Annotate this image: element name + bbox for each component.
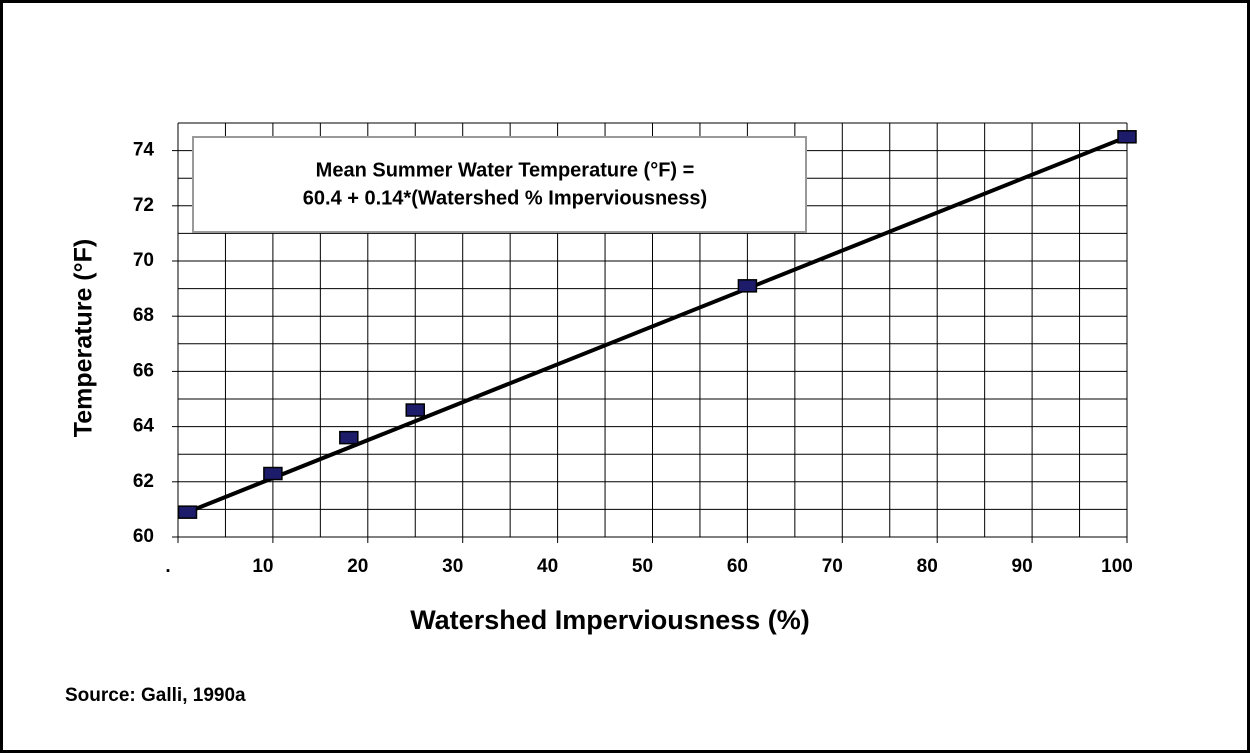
x-tick-label: 100 [1101, 556, 1133, 577]
point [339, 430, 359, 445]
y-tick-label: 60 [133, 526, 154, 547]
x-tick-label: 50 [632, 556, 653, 577]
y-tick-label: 68 [133, 305, 154, 326]
point [263, 466, 283, 481]
annotation: Mean Summer Water Temperature (°F) = [316, 159, 695, 181]
annotation: 60.4 + 0.14*(Watershed % Imperviousness) [303, 187, 707, 209]
y-tick-label: 64 [133, 416, 155, 437]
y-tick-label: 62 [133, 471, 154, 492]
source: Source: Galli, 1990a [65, 685, 246, 706]
point [177, 505, 198, 519]
point [405, 403, 425, 417]
x-tick-label: 10 [252, 556, 273, 577]
x-tick-label: 80 [917, 556, 938, 577]
x-axis-label: Watershed Imperviousness (%) [410, 605, 810, 635]
y-axis-label: Temperature (°F) [70, 239, 98, 437]
annotation-box [192, 136, 807, 233]
y-tick-label: 72 [133, 195, 154, 216]
x-tick-label: 60 [727, 556, 748, 577]
x-tick-label: 70 [822, 556, 843, 577]
y-tick-label: 66 [133, 360, 154, 381]
point [737, 279, 758, 293]
point [1117, 130, 1137, 144]
y-tick-label: 70 [133, 250, 154, 271]
x-tick-label: 30 [442, 556, 463, 577]
x-tick-label: 40 [537, 556, 558, 577]
x-tick-label: 20 [347, 556, 368, 577]
x-tick-label: . [165, 556, 170, 577]
fit-line [186, 134, 1128, 515]
y-tick-label: 74 [133, 140, 155, 161]
x-tick-label: 90 [1012, 556, 1033, 577]
